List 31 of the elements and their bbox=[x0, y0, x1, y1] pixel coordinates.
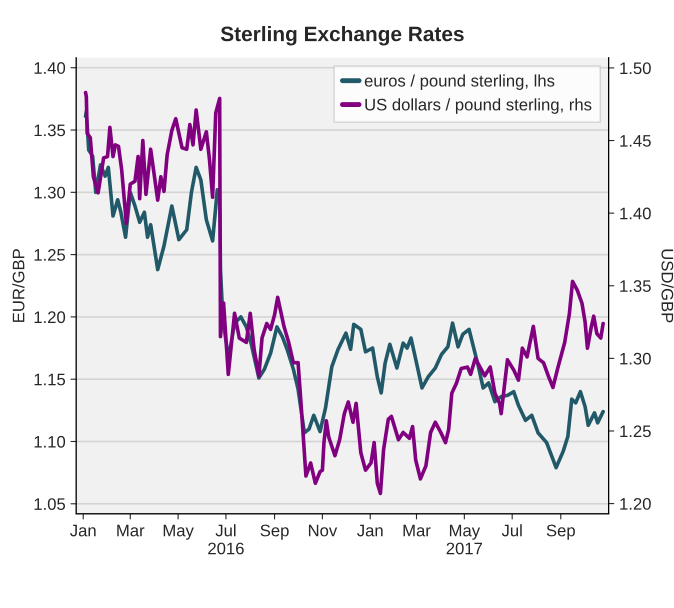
y-tick-label: 1.15 bbox=[34, 374, 66, 386]
x-tick-label: Sep bbox=[260, 524, 289, 540]
x-tick-label: Jul bbox=[502, 524, 522, 536]
x-tick-label: Mar bbox=[404, 524, 431, 536]
chart-title: Sterling Exchange Rates bbox=[220, 26, 464, 46]
x-tick-label: Mar bbox=[117, 524, 144, 536]
y2-tick-label: 1.35 bbox=[620, 280, 651, 292]
legend-label: euros / pound sterling, lhs bbox=[364, 74, 554, 90]
y2-tick-label: 1.50 bbox=[620, 62, 651, 74]
x-tick-label: Jan bbox=[357, 524, 383, 536]
x-tick-label: May bbox=[164, 524, 194, 540]
x-tick-label: Jan bbox=[70, 524, 96, 536]
y-tick-label: 1.10 bbox=[34, 436, 66, 448]
y2-tick-label: 1.45 bbox=[620, 135, 651, 147]
y-tick-label: 1.20 bbox=[34, 311, 66, 324]
y-tick-label: 1.40 bbox=[34, 62, 66, 74]
y2-tick-label: 1.40 bbox=[620, 208, 651, 220]
y2-axis-title: USD/GBP bbox=[661, 250, 674, 322]
y-tick-label: 1.25 bbox=[34, 249, 66, 261]
x-tick-label: Sep bbox=[546, 524, 575, 540]
y-tick-label: 1.35 bbox=[34, 124, 66, 136]
x-tick-label: Nov bbox=[308, 524, 338, 536]
y2-tick-label: 1.25 bbox=[620, 425, 651, 438]
x-tick-label: May 2017 bbox=[446, 524, 482, 554]
legend-label: US dollars / pound sterling, rhs bbox=[365, 98, 592, 114]
y-tick-label: 1.30 bbox=[34, 186, 66, 199]
x-tick-label: Jul 2016 bbox=[208, 524, 244, 554]
y-axis-title: EUR/GBP bbox=[12, 249, 24, 322]
y-tick-label: 1.05 bbox=[34, 498, 66, 510]
y2-tick-label: 1.30 bbox=[620, 352, 651, 365]
y2-tick-label: 1.20 bbox=[620, 498, 651, 510]
